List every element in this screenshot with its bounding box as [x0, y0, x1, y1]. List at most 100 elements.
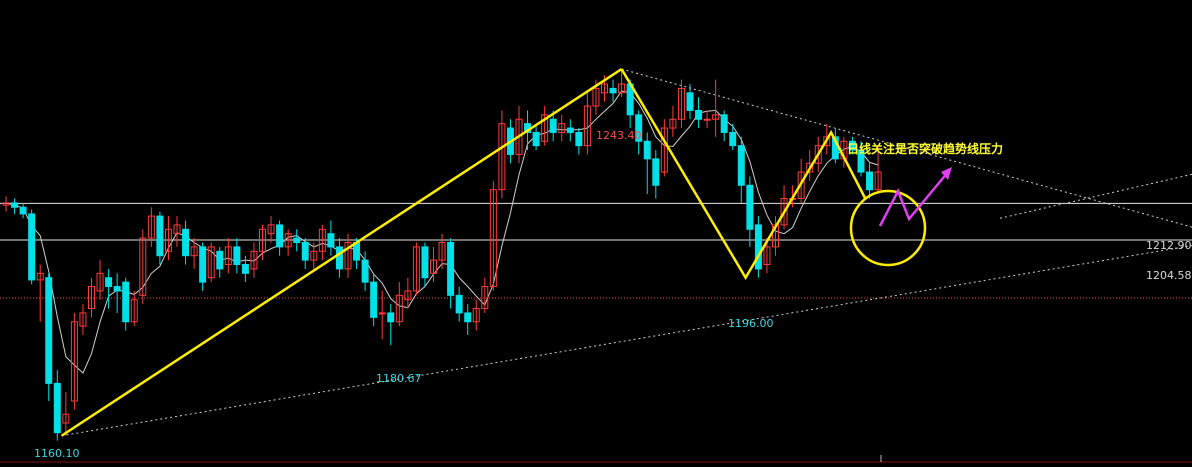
candle-89	[754, 216, 762, 278]
moving-average-line	[5, 90, 879, 374]
candle-52	[438, 233, 446, 269]
candle-body	[541, 114, 549, 142]
support-trendline	[61, 245, 1192, 437]
candle-body	[737, 145, 745, 186]
candle-58	[489, 180, 497, 291]
candle-body	[2, 202, 10, 206]
candle-32	[267, 216, 275, 243]
candle-body	[558, 123, 566, 133]
candle-65	[549, 110, 557, 142]
low-price-label-1: 1160.10	[34, 447, 80, 460]
candle-body	[233, 246, 241, 266]
candle-body	[335, 246, 343, 270]
candle-39	[327, 220, 335, 256]
candle-63	[532, 123, 540, 151]
candle-body	[814, 145, 822, 164]
candle-28	[233, 238, 241, 274]
candle-body	[660, 127, 668, 173]
candle-body	[575, 131, 583, 147]
candle-body	[370, 281, 378, 318]
candle-body	[643, 140, 651, 160]
candle-4	[28, 209, 36, 285]
candle-8	[62, 392, 70, 436]
candle-body	[720, 114, 728, 133]
candle-11	[88, 277, 95, 318]
candle-7	[53, 370, 61, 441]
candle-body	[62, 413, 70, 424]
candle-79	[669, 106, 677, 137]
candle-88	[746, 176, 754, 247]
candle-body	[284, 233, 292, 248]
candle-2	[11, 198, 19, 214]
candle-body	[669, 118, 677, 129]
candle-body	[455, 294, 463, 314]
candle-body	[344, 242, 352, 270]
candle-69	[583, 92, 591, 155]
candle-68	[575, 128, 583, 155]
candle-20	[164, 216, 172, 261]
candle-23	[190, 238, 198, 269]
candle-12	[96, 260, 104, 300]
level-label-1: 1212.90	[1146, 239, 1192, 252]
candle-27	[224, 238, 232, 274]
candle-body	[592, 87, 600, 107]
low-price-label-3: 1196.00	[728, 317, 774, 330]
candle-body	[318, 228, 326, 252]
candle-body	[729, 131, 737, 147]
candle-10	[79, 304, 87, 335]
candle-body	[293, 237, 301, 243]
candle-body	[88, 286, 95, 310]
candle-body	[173, 224, 181, 235]
candle-body	[190, 246, 198, 257]
candle-49	[412, 242, 420, 296]
candle-body	[412, 246, 420, 292]
candle-body	[566, 127, 574, 133]
candle-body	[361, 259, 369, 283]
candle-body	[301, 242, 309, 261]
candle-36	[301, 238, 309, 269]
candle-55	[464, 304, 472, 335]
level-label-2: 1204.58	[1146, 269, 1192, 282]
candle-51	[430, 246, 437, 283]
candle-19	[156, 211, 164, 265]
candle-body	[156, 215, 164, 257]
candle-body	[609, 87, 617, 94]
candle-body	[754, 224, 762, 270]
candle-95	[806, 150, 814, 181]
candle-body	[122, 281, 130, 323]
candle-77	[652, 150, 660, 199]
candle-body	[164, 228, 172, 252]
candle-body	[267, 224, 275, 235]
candle-73	[618, 69, 626, 98]
candle-86	[729, 123, 737, 151]
candle-body	[464, 312, 472, 323]
candle-body	[695, 109, 703, 120]
candle-67	[566, 119, 574, 142]
candle-31	[259, 224, 266, 261]
candle-body	[276, 224, 284, 248]
channel-trendline	[999, 173, 1192, 219]
annotation-text: 日线关注是否突破趋势线压力	[847, 142, 1004, 156]
candle-body	[618, 83, 626, 94]
pattern-rise-line	[60, 68, 623, 437]
candle-35	[293, 229, 301, 252]
candle-5	[36, 264, 44, 322]
candle-59	[498, 110, 506, 199]
candle-body	[250, 250, 258, 270]
low-price-label-2: 1180.67	[376, 372, 422, 385]
candle-75	[635, 110, 643, 155]
candle-3	[19, 202, 27, 219]
candle-body	[686, 92, 694, 111]
candle-41	[344, 233, 352, 278]
candle-44	[370, 273, 378, 327]
candle-body	[421, 246, 429, 279]
candle-92	[780, 185, 788, 230]
candle-body	[147, 215, 155, 239]
candle-body	[11, 202, 19, 208]
high-price-label: 1243.40	[596, 129, 642, 142]
candle-body	[635, 114, 643, 142]
candle-body	[96, 272, 104, 292]
candle-87	[737, 136, 745, 203]
candle-body	[53, 382, 61, 434]
candle-84	[712, 79, 720, 137]
